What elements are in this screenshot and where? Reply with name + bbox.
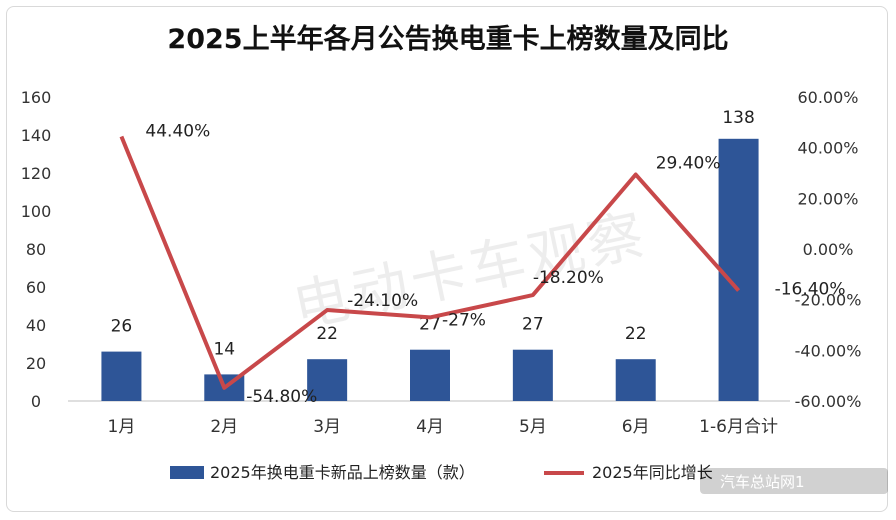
left-axis-tick-label: 20 [26,354,46,373]
bar-data-label: 22 [625,324,647,344]
left-axis-tick-label: 60 [26,278,46,297]
category-tick-label: 3月 [313,417,341,437]
left-axis-tick-label: 100 [21,202,52,221]
series-line [119,135,741,390]
bar-data-label: 22 [316,324,338,344]
left-axis-tick-label: 120 [21,164,52,183]
category-axis: 1月 2月 3月 4月 5月 6月 1-6月合计 [108,417,778,437]
bar [410,349,450,401]
bar [101,351,142,401]
credit-text: 汽车总站网1 [720,473,805,491]
category-tick-label: 1月 [108,417,136,437]
category-tick-label: 6月 [622,417,650,437]
bar-data-labels: 26 14 22 27 27 22 138 [111,108,755,360]
line-data-label: -27% [442,310,486,330]
line-data-label: 44.40% [145,122,210,142]
category-tick-label: 2月 [210,417,238,437]
right-axis-tick-label: -60.00% [795,392,862,411]
bar-series [101,138,759,402]
left-axis: 0 20 40 60 80 100 120 140 160 [21,88,52,411]
right-axis-tick-label: -20.00% [795,291,862,310]
right-axis-tick-label: 40.00% [797,139,858,158]
legend-bar-swatch [170,466,204,479]
bar-data-label: 27 [522,315,544,335]
line-data-label: 29.40% [656,154,721,174]
credit-badge: 汽车总站网1 [700,468,888,494]
legend-bar-label: 2025年换电重卡新品上榜数量（款） [210,463,475,482]
left-axis-tick-label: 40 [26,316,46,335]
right-axis-tick-label: 20.00% [797,189,858,208]
bar [512,349,553,401]
bar-data-label: 27 [419,315,441,335]
line-series [119,135,741,390]
bar [718,138,759,402]
line-data-label: -18.20% [533,268,604,288]
bar [307,359,348,401]
bar-data-label: 138 [722,108,754,128]
line-data-labels: 44.40% -54.80% -24.10% -27% -18.20% 29.40% -16… [145,122,845,407]
category-tick-label: 5月 [519,417,547,437]
category-tick-label: 1-6月合计 [699,417,778,437]
left-axis-tick-label: 140 [21,126,52,145]
category-tick-label: 4月 [416,417,444,437]
legend-line-label: 2025年同比增长 [592,463,713,482]
bar-data-label: 26 [111,317,133,337]
right-axis: -60.00% -40.00% -20.00% 0.00% 20.00% 40.00% 60… [795,88,862,411]
right-axis-tick-label: 60.00% [797,88,858,107]
left-axis-tick-label: 80 [26,240,46,259]
legend: 2025年换电重卡新品上榜数量（款） 2025年同比增长 [170,463,713,482]
bar-data-label: 14 [213,339,235,359]
bar [615,359,656,401]
line-data-label: -54.80% [246,387,317,407]
left-axis-tick-label: 160 [21,88,52,107]
line-data-label: -24.10% [347,291,418,311]
chart-title: 2025上半年各月公告换电重卡上榜数量及同比 [167,23,728,55]
right-axis-tick-label: 0.00% [803,240,854,259]
credit-background [700,468,888,494]
left-axis-tick-label: 0 [31,392,41,411]
line-data-label: -16.40% [775,280,846,300]
right-axis-tick-label: -40.00% [795,341,862,360]
